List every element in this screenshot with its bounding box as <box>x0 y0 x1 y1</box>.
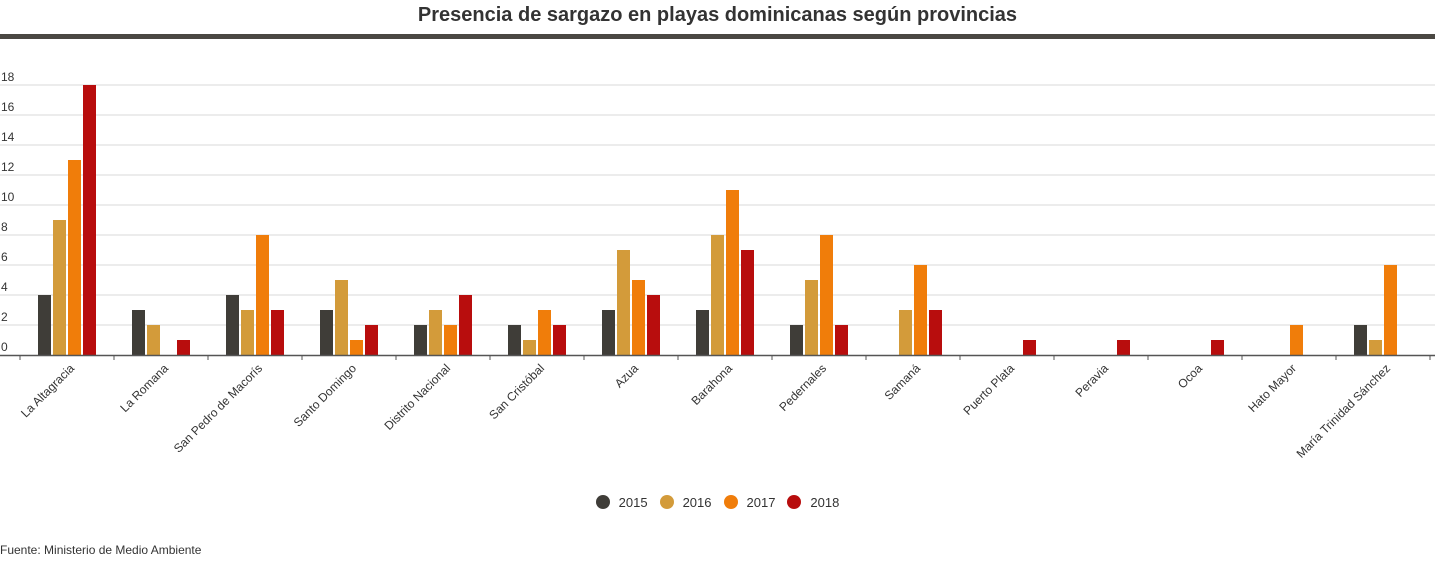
chart-title: Presencia de sargazo en playas dominican… <box>417 4 1018 26</box>
x-tick-label: Distrito Nacional <box>381 361 453 433</box>
bar-2015 <box>508 325 521 355</box>
legend-label: 2015 <box>618 494 648 510</box>
x-tick-label: San Pedro de Macorís <box>171 361 265 455</box>
legend-label: 2017 <box>746 494 776 510</box>
source-note: Fuente: Ministerio de Medio Ambiente <box>0 543 202 557</box>
bar-2017 <box>256 235 269 355</box>
bar-2018 <box>1117 340 1130 355</box>
bar-2015 <box>414 325 427 355</box>
x-tick-label: Ocoa <box>1175 361 1205 391</box>
bar-2016 <box>1369 340 1382 355</box>
bar-2015 <box>38 295 51 355</box>
bar-2017 <box>820 235 833 355</box>
bar-2016 <box>53 220 66 355</box>
bar-2015 <box>790 325 803 355</box>
x-tick-label: La Altagracia <box>18 361 77 420</box>
bar-2017 <box>1290 325 1303 355</box>
x-tick-label: San Cristóbal <box>486 361 547 422</box>
bar-2017 <box>632 280 645 355</box>
bar-2018 <box>83 85 96 355</box>
legend-label: 2016 <box>682 494 712 510</box>
bar-2016 <box>899 310 912 355</box>
bar-2015 <box>320 310 333 355</box>
bar-2017 <box>444 325 457 355</box>
title-divider <box>0 34 1435 39</box>
bar-2017 <box>350 340 363 355</box>
legend-swatch <box>595 495 610 509</box>
bar-2018 <box>929 310 942 355</box>
legend-item-2018: 2018 <box>787 495 839 510</box>
legend-swatch <box>787 495 802 509</box>
y-tick-label: 12 <box>1 160 15 174</box>
bar-2018 <box>741 250 754 355</box>
bar-2015 <box>602 310 615 355</box>
x-tick-label: Peravia <box>1072 361 1111 400</box>
bar-2018 <box>177 340 190 355</box>
bar-2018 <box>647 295 660 355</box>
y-tick-label: 14 <box>1 130 15 144</box>
x-tick-label: Samaná <box>882 361 924 403</box>
legend-item-2017: 2017 <box>723 494 776 510</box>
bar-2016 <box>241 310 254 355</box>
y-tick-label: 4 <box>1 280 8 294</box>
bar-2018 <box>365 325 378 355</box>
x-tick-label: Barahona <box>688 361 735 408</box>
y-tick-label: 10 <box>1 190 15 204</box>
bar-2016 <box>429 310 442 355</box>
bar-2016 <box>617 250 630 355</box>
bar-2015 <box>132 310 145 355</box>
legend-swatch <box>659 495 674 509</box>
y-tick-label: 18 <box>1 70 15 84</box>
bar-2016 <box>805 280 818 355</box>
bar-2018 <box>459 295 472 355</box>
bar-2015 <box>696 310 709 355</box>
bar-2018 <box>271 310 284 355</box>
bar-2016 <box>335 280 348 355</box>
legend-item-2015: 2015 <box>595 494 648 510</box>
y-tick-label: 6 <box>1 250 8 264</box>
chart-legend: 2015 2016 2017 2018 <box>0 492 1435 512</box>
y-tick-label: 0 <box>1 340 8 354</box>
bar-2017 <box>538 310 551 355</box>
y-tick-label: 8 <box>1 220 8 234</box>
x-tick-label: La Romana <box>117 361 171 415</box>
bar-2018 <box>835 325 848 355</box>
bar-2018 <box>553 325 566 355</box>
bar-2015 <box>226 295 239 355</box>
y-tick-label: 2 <box>1 310 8 324</box>
legend-swatch <box>723 495 738 509</box>
x-tick-label: Hato Mayor <box>1245 361 1299 415</box>
legend-label: 2018 <box>810 494 840 510</box>
legend-item-2016: 2016 <box>659 494 712 510</box>
bar-2017 <box>68 160 81 355</box>
bar-2016 <box>147 325 160 355</box>
y-tick-label: 16 <box>1 100 15 114</box>
x-tick-label: Santo Domingo <box>291 361 360 430</box>
bar-2017 <box>726 190 739 355</box>
bar-2016 <box>523 340 536 355</box>
x-tick-label: Pedernales <box>776 361 829 414</box>
bar-2017 <box>914 265 927 355</box>
bar-2017 <box>1384 265 1397 355</box>
x-tick-label: Puerto Plata <box>961 361 1018 418</box>
bar-2018 <box>1211 340 1224 355</box>
x-tick-label: Azua <box>612 361 641 390</box>
x-tick-label: María Trinidad Sánchez <box>1294 361 1394 461</box>
bar-2015 <box>1354 325 1367 355</box>
bar-2016 <box>711 235 724 355</box>
bar-2018 <box>1023 340 1036 355</box>
